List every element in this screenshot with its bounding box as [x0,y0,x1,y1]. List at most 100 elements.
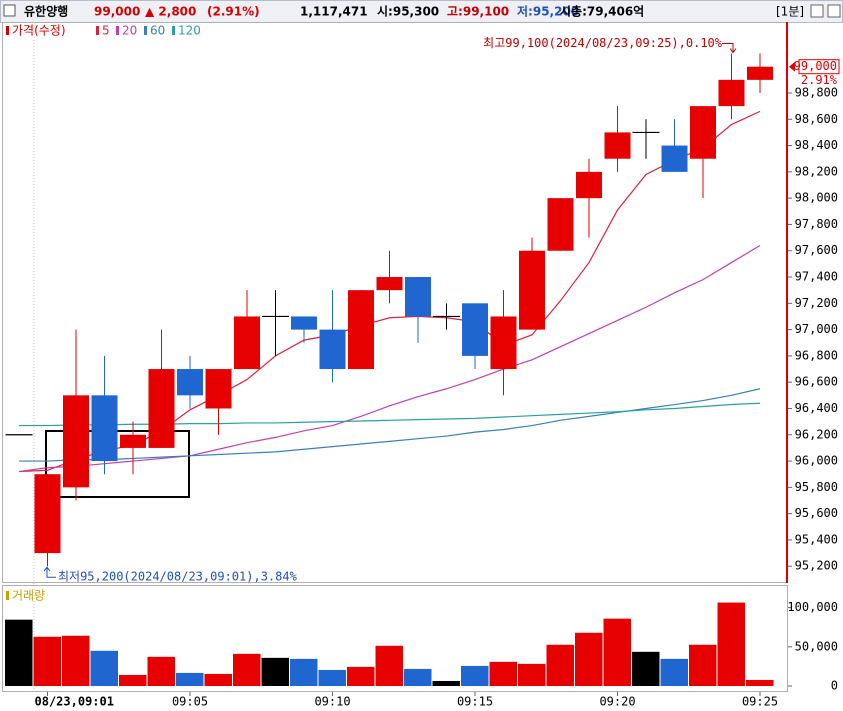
legend-swatch [6,26,9,35]
current-change: 2.91% [801,73,838,87]
volume-bar [261,657,289,686]
legend-label: 거래량 [12,589,45,603]
volume-bar [404,668,432,686]
candle-body [405,277,431,317]
x-tick-label: 09:15 [457,695,493,709]
volume-bar [375,645,403,686]
candle-body [205,369,232,409]
y-tick-label: 97,800 [795,217,838,231]
y-tick-label: 97,600 [795,243,838,257]
volume-bar [119,674,147,686]
volume-bar [603,618,631,686]
candle-body [490,316,517,370]
candle-body [148,369,175,448]
x-tick-label: 08/23,09:01 [35,695,114,709]
legend-label: 120 [178,24,201,38]
close-button[interactable] [827,4,841,18]
interval[interactable]: [1분] [776,5,804,19]
volume-bar [518,663,546,686]
y-tick-label: 96,600 [795,375,838,389]
candle-body [319,329,346,370]
y-tick-label: 100,000 [787,600,838,614]
candle-body [234,316,260,370]
candle-body [120,434,146,448]
candle-body [519,250,545,330]
y-tick-label: 96,200 [795,427,838,441]
low-note: 최저95,200(2024/08/23,09:01),3.84% [58,570,298,584]
candle-body [690,106,716,159]
high: 고:99,100 [447,5,509,19]
low: 저:95,200 [517,4,579,19]
volume-bar [204,673,232,686]
y-tick-label: 50,000 [795,639,838,653]
candle-body [291,316,317,330]
stock-name: 유한양행 [24,4,68,19]
volume-bar [546,644,574,686]
candle-body [177,369,203,396]
candle-body [747,66,773,80]
y-tick-label: 95,200 [795,559,838,573]
volume-bar [62,635,90,686]
moving-average [19,388,761,462]
change: ▲ 2,800 [145,5,196,19]
candle-body [63,395,89,488]
volume-bar [575,632,603,686]
price: 99,000 [94,5,140,19]
candle-body [604,132,631,159]
candle-body [376,277,403,291]
market-cap: 시총:79,406억 [560,4,644,19]
checkbox[interactable] [3,4,16,17]
y-tick-label: 98,000 [795,191,838,205]
volume-bar [717,602,745,686]
maximize-button[interactable] [810,4,824,18]
candle-body [462,303,488,356]
legend-label: 5 [102,24,110,38]
y-tick-label: 95,600 [795,506,838,520]
volume-bar [347,666,375,686]
y-tick-label: 0 [831,679,838,693]
high-note-arrow [722,43,737,54]
legend-swatch [144,26,147,35]
volume-bar [318,669,346,686]
open: 시:95,300 [377,5,439,19]
x-tick-label: 09:05 [172,695,208,709]
volume-panel [2,585,788,692]
candle-body [547,198,574,251]
current-box [798,59,840,75]
volume-bar [233,653,261,686]
legend-label: 가격(수정) [12,24,66,38]
candle-body [718,79,745,107]
moving-average [18,244,761,473]
legend-label: 20 [122,24,137,38]
volume-bar [432,680,460,686]
volume-bar [147,656,175,686]
change-rate: (2.91%) [207,5,260,19]
y-tick-label: 96,400 [795,401,838,415]
candle-body [661,145,688,172]
volume-bar [33,636,61,686]
legend-swatch [172,26,175,35]
current-arrow [789,61,795,72]
candle-body [576,171,602,199]
volume-bar [489,661,517,686]
volume-bar [461,665,489,686]
volume-bar [746,679,774,686]
y-tick-label: 98,800 [795,85,838,99]
y-tick-label: 97,200 [795,296,838,310]
y-tick-label: 96,000 [795,454,838,468]
volume-bar [290,658,318,686]
legend-swatch [116,26,119,35]
volume-bar [689,644,717,686]
y-tick-label: 95,400 [795,532,838,546]
y-tick-label: 96,800 [795,348,838,362]
y-tick-label: 97,400 [795,270,838,284]
legend-swatch [96,26,99,35]
y-tick-label: 98,400 [795,138,838,152]
volume-bar [176,672,204,686]
legend-swatch [6,591,9,600]
candle-body [34,474,61,554]
header: 유한양행 99,000 ▲ 2,800 (2.91%) 1,117,471 시:… [24,4,644,19]
high-note: 최고99,100(2024/08/23,09:25),0.10% [483,36,723,50]
volume-bar [90,650,118,686]
